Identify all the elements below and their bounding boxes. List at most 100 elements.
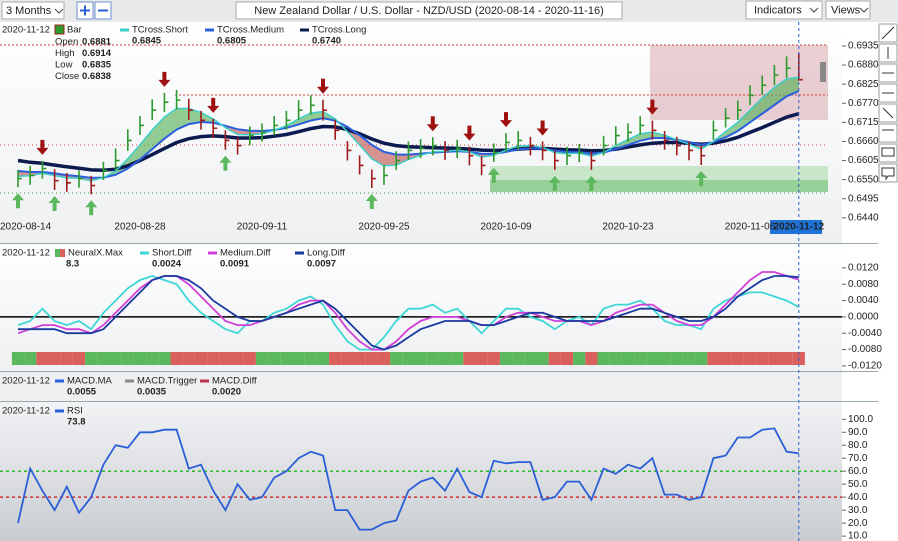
series-line [17,271,800,351]
x-tick-label: 2020-08-28 [114,222,166,233]
buy-arrow [487,167,500,183]
signal-strip [646,352,659,365]
ohlc-bar [395,151,401,170]
y-tick-label: 0.6880 [848,60,879,71]
ohlc-bar [688,141,693,161]
support-zone [490,180,828,192]
ohlc-bar [419,139,425,159]
legend-value: 0.0097 [307,259,336,270]
dropdown-arrow [54,8,64,14]
y-tick-label: 0.6935 [848,41,879,52]
signal-strip [560,352,574,365]
ohlc-bar [444,141,449,160]
x-tick-label: 2020-09-25 [358,222,410,233]
ohlc-bar [676,136,681,156]
signal-strip [72,352,86,365]
legend-label: Medium.Diff [220,248,271,259]
y-tick-label: 0.0000 [848,312,879,323]
signal-strip [512,352,525,365]
ohlc-bar [41,160,47,179]
views-label: Views [831,4,861,16]
signal-strip [194,352,208,365]
signal-strip [475,352,488,365]
signal-strip [463,352,476,365]
y-tick-label: 30.0 [848,505,868,516]
cross-fill [140,129,153,160]
ohlc-bar [322,99,327,121]
legend-date: 2020-11-12 [2,25,50,36]
legend-label: TCross.Long [312,25,366,36]
title-box [235,1,623,20]
ohlc-bar [773,65,779,86]
signal-strip [341,352,354,365]
readout-label: High [55,48,75,59]
y-tick-label: 0.0040 [848,295,879,306]
range-dropdown[interactable] [1,1,65,20]
legend-value: 8.3 [66,259,79,270]
ohlc-bar [529,136,535,156]
signal-strip [719,352,732,365]
signal-strip [353,352,366,365]
y-tick-label: 0.6715 [848,117,879,128]
signal-strip [170,352,183,365]
signal-strip [499,352,513,365]
legend-value: 0.0024 [152,259,182,270]
signal-strip [682,352,696,365]
diff-panel-bg [0,244,842,371]
legend-label: Long.Diff [307,248,345,259]
buy-arrow [548,175,561,191]
ohlc-bar [53,169,59,191]
ohlc-bar [615,126,620,145]
signal-strip [243,352,256,365]
ohlc-bar [383,165,388,185]
ohlc-bar [139,116,144,135]
y-tick-label: 0.6770 [848,98,879,109]
ohlc-bar [432,137,437,156]
signal-strip [768,352,781,365]
y-tick-label: 40.0 [848,492,868,503]
legend-value: 73.8 [67,417,86,428]
ohlc-bar [261,123,266,142]
buy-arrow [695,171,708,187]
signal-strip [329,352,342,365]
cross-fill [396,154,409,166]
y-tick-label: 0.6495 [848,193,879,204]
ohlc-bar [554,150,559,170]
signal-strip [414,352,427,365]
ohlc-bar [480,156,486,176]
views-dropdown[interactable] [825,0,871,20]
sell-arrow [317,78,329,94]
buy-arrow [85,200,98,216]
signal-strip [97,352,110,365]
y-tick-label: 0.0120 [848,263,879,274]
legend-date: 2020-11-12 [2,406,50,417]
ohlc-bar [785,56,791,78]
x-tick-label: 2020-10-23 [602,222,654,233]
ohlc-bar [737,100,742,120]
ohlc-bar [17,169,22,188]
tool-button[interactable] [878,123,898,143]
ohlc-bar [627,123,632,142]
signal-strip [304,352,317,365]
ohlc-bar [639,116,645,135]
y-tick-label: 60.0 [848,466,868,477]
y-tick-label: 80.0 [848,440,868,451]
indicators-dropdown[interactable] [745,0,823,20]
dropdown-arrow [809,7,819,13]
ohlc-bar [602,135,608,156]
legend-value: 0.0020 [212,387,241,398]
signal-strip [756,352,769,365]
x-tick-label: 2020-10-09 [480,222,532,233]
ohlc-bar [700,145,706,166]
signal-strip [743,352,757,365]
signal-strip [24,352,37,365]
scroll-thumb[interactable] [820,62,826,82]
legend-label: MACD.Trigger [137,376,197,387]
signal-strip [573,352,586,365]
ohlc-bar [310,95,315,115]
series-line [18,275,799,351]
macd-panel-bg [0,372,842,402]
signal-strip [402,352,415,365]
